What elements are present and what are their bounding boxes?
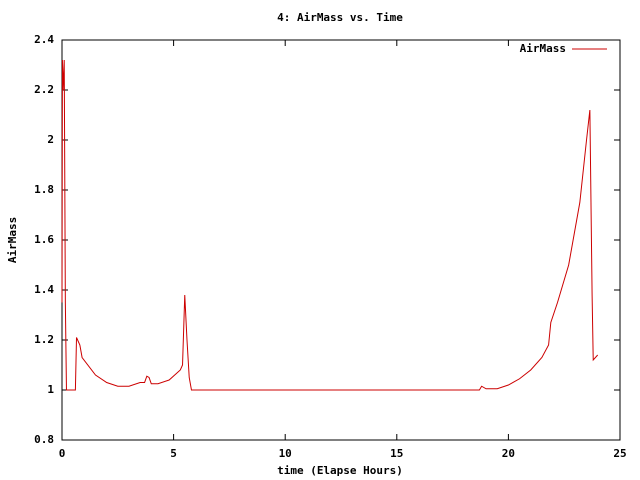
y-tick-label: 1.2: [34, 333, 54, 346]
x-tick-label: 25: [613, 447, 626, 460]
x-tick-label: 10: [279, 447, 292, 460]
y-tick-label: 0.8: [34, 433, 54, 446]
y-tick-label: 1: [47, 383, 54, 396]
data-line: [61, 59, 599, 391]
x-tick-label: 15: [390, 447, 403, 460]
x-tick-label: 20: [502, 447, 515, 460]
y-tick-label: 2: [47, 133, 54, 146]
y-tick-label: 2.4: [34, 33, 54, 46]
y-tick-label: 1.6: [34, 233, 54, 246]
y-axis-label: AirMass: [6, 217, 19, 263]
x-axis-label: time (Elapse Hours): [277, 464, 403, 477]
x-tick-label: 5: [170, 447, 177, 460]
chart-title: 4: AirMass vs. Time: [277, 11, 403, 24]
legend-label: AirMass: [520, 42, 566, 55]
y-tick-label: 2.2: [34, 83, 54, 96]
y-tick-label: 1.4: [34, 283, 54, 296]
y-tick-label: 1.8: [34, 183, 54, 196]
x-tick-label: 0: [59, 447, 66, 460]
